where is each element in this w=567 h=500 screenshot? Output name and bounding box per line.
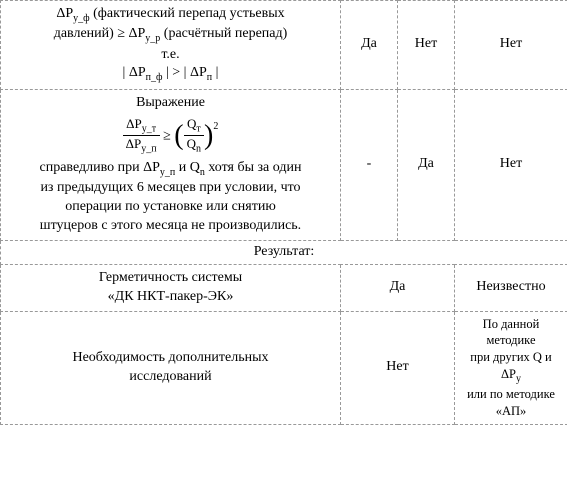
ge-sign: ≥ (163, 128, 174, 143)
condition-cell: ΔРу_ф (фактический перепад устьевых давл… (1, 1, 341, 90)
text: (фактический перепад устьевых (90, 6, 285, 21)
text: при других Q и ΔР (470, 350, 551, 381)
text: и Q (175, 160, 200, 175)
answer-cell: Нет (398, 1, 455, 90)
text: операции по установке или снятию (65, 199, 276, 214)
text: справедливо при ΔР (40, 160, 160, 175)
text: т.е. (161, 47, 179, 62)
text: давлений) ≥ ΔР (54, 26, 146, 41)
subscript: у (516, 374, 521, 385)
text: ΔР (56, 6, 73, 21)
right-paren: ) (204, 122, 213, 150)
expression-label: Выражение (7, 94, 334, 113)
text: ΔР (126, 116, 142, 131)
table-row: ΔРу_ф (фактический перепад устьевых давл… (1, 1, 567, 90)
text: штуцеров с этого месяца не производились… (40, 218, 301, 233)
answer-cell: Нет (455, 89, 567, 240)
answer-cell: По данной методике при других Q и ΔРу ил… (455, 311, 567, 424)
answer-cell: Нет (341, 311, 455, 424)
formula: ΔРу_т ΔРу_п ≥ ( Qт Qn )2 (7, 117, 334, 155)
text: ΔР (126, 136, 142, 151)
text: или по методике (461, 386, 561, 403)
answer-cell: Да (341, 264, 455, 311)
answer-cell: - (341, 89, 398, 240)
text: | > | ΔР (162, 65, 206, 80)
text: хотя бы за один (205, 160, 302, 175)
answer-cell: Неизвестно (455, 264, 567, 311)
table-row: Герметичность системы «ДК НКТ-пакер-ЭК» … (1, 264, 567, 311)
text: Необходимость дополнительных (7, 349, 334, 368)
subscript: т (196, 123, 200, 134)
left-paren: ( (174, 122, 183, 150)
subscript: у_ф (73, 13, 89, 24)
subscript: у_п (160, 167, 175, 178)
text: из предыдущих 6 месяцев при условии, что (40, 180, 300, 195)
conditions-table: ΔРу_ф (фактический перепад устьевых давл… (0, 0, 567, 425)
table-row: Необходимость дополнительных исследовани… (1, 311, 567, 424)
text: «АП» (461, 403, 561, 420)
text: По данной методике (461, 316, 561, 350)
text: Q (187, 116, 196, 131)
subscript: n (196, 144, 201, 155)
table-row: Выражение ΔРу_т ΔРу_п ≥ ( Qт Qn )2 справ… (1, 89, 567, 240)
subscript: у_т (142, 123, 156, 134)
text: «ДК НКТ-пакер-ЭК» (7, 288, 334, 307)
text: исследований (7, 368, 334, 387)
result-desc-cell: Необходимость дополнительных исследовани… (1, 311, 341, 424)
text: | (212, 65, 218, 80)
subscript: у_п (141, 144, 156, 155)
answer-cell: Да (398, 89, 455, 240)
subscript: у_р (145, 33, 160, 44)
text: (расчётный перепад) (160, 26, 287, 41)
subscript: п_ф (146, 72, 163, 83)
answer-cell: Нет (455, 1, 567, 90)
fraction: ΔРу_т ΔРу_п (123, 117, 160, 155)
superscript: 2 (213, 121, 218, 132)
result-header-row: Результат: (1, 240, 567, 264)
fraction: Qт Qn (184, 117, 204, 155)
result-label: Результат: (1, 240, 567, 264)
text: | ΔР (123, 65, 146, 80)
text: Q (187, 136, 196, 151)
answer-cell: Да (341, 1, 398, 90)
result-desc-cell: Герметичность системы «ДК НКТ-пакер-ЭК» (1, 264, 341, 311)
condition-cell: Выражение ΔРу_т ΔРу_п ≥ ( Qт Qn )2 справ… (1, 89, 341, 240)
text: Герметичность системы (7, 269, 334, 288)
